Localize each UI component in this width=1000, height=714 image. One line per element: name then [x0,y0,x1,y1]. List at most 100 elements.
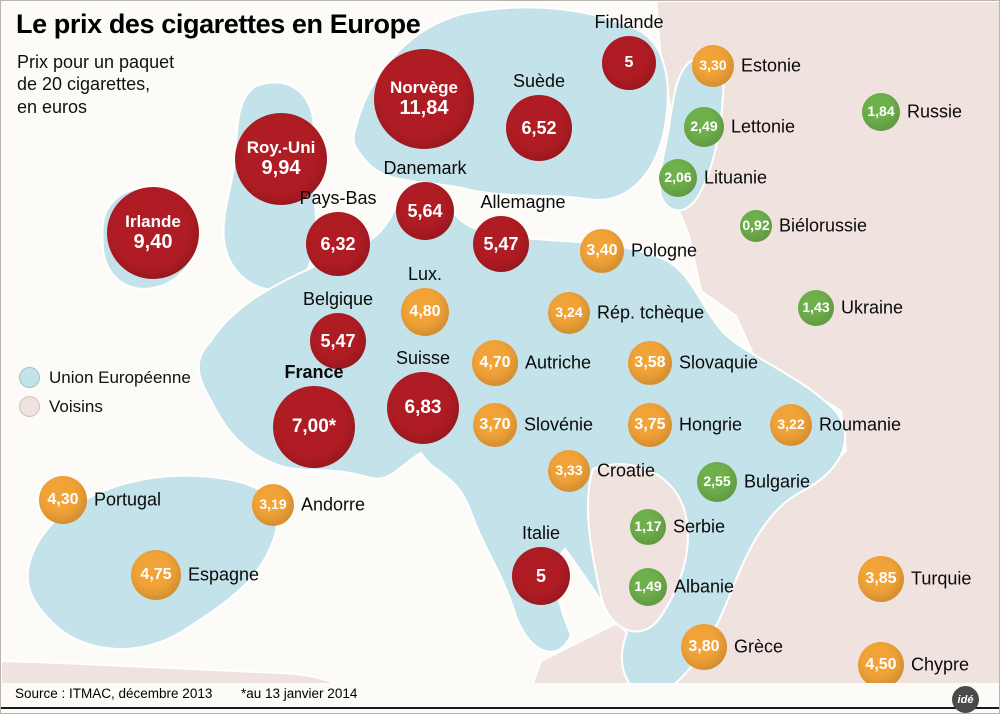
country-label-danemark: Danemark [383,158,467,178]
country-label-espagne: Espagne [188,564,260,585]
ide-logo-text: idé [957,693,974,706]
price-value-belgique: 5,47 [320,330,356,351]
price-value-pays-bas: 6,32 [320,233,356,254]
price-value-turquie: 3,85 [865,570,897,588]
price-bubble-andorre: 3,19 [252,484,294,526]
legend: Union Européenne Voisins [19,367,191,425]
price-bubble-russie: 1,84 [862,93,900,131]
price-value-italie: 5 [535,565,546,586]
price-value-lituanie: 2,06 [664,169,692,186]
footer-source: Source : ITMAC, décembre 2013 [15,686,213,701]
price-value-finlande: 5 [624,54,634,72]
price-value-ukraine: 1,43 [802,299,830,316]
price-bubble-norvege: Norvège 11,84 [374,49,474,149]
price-value-portugal: 4,30 [47,491,79,509]
price-bubble-irlande: Irlande 9,40 [107,187,199,279]
price-value-suisse: 6,83 [404,397,442,419]
country-label-bielorussie: Biélorussie [779,215,868,236]
page-title: Le prix des cigarettes en Europe [16,9,421,39]
price-value-russie: 1,84 [867,103,895,120]
price-value-andorre: 3,19 [259,496,287,513]
country-label-bulgarie: Bulgarie [744,471,811,492]
price-value-chypre: 4,50 [865,656,897,674]
price-value-serbie: 1,17 [634,518,662,535]
price-bubble-ukraine: 1,43 [798,290,834,326]
footer-note: *au 13 janvier 2014 [241,686,358,701]
subtitle-line-1: Prix pour un paquet [17,52,175,72]
country-label-croatie: Croatie [597,460,656,481]
price-bubble-turquie: 3,85 [858,556,904,602]
price-value-suede: 6,52 [521,117,557,138]
country-label-ukraine: Ukraine [841,297,904,318]
price-value-estonie: 3,30 [699,57,727,74]
price-value-grece: 3,80 [688,638,720,656]
price-bubble-pologne: 3,40 [580,229,624,273]
price-bubble-france: 7,00* [273,386,355,468]
ide-logo: idé [952,686,979,713]
price-value-danemark: 5,64 [407,200,443,221]
price-value-bielorussie: 0,92 [742,217,770,234]
price-bubble-roy-uni: Roy.-Uni 9,94 [235,113,327,205]
legend-label-eu: Union Européenne [49,367,191,387]
country-name-roy-uni: Roy.-Uni [246,138,316,158]
country-label-hongrie: Hongrie [679,414,743,435]
price-value-hongrie: 3,75 [634,416,666,434]
price-bubble-italie: 5 [512,547,570,605]
country-label-roumanie: Roumanie [819,414,902,435]
price-bubble-espagne: 4,75 [131,550,181,600]
price-value-autriche: 4,70 [479,354,511,372]
price-bubble-finlande: 5 [602,36,656,90]
country-label-luxembourg: Lux. [407,264,443,284]
country-label-rep-tcheque: Rép. tchèque [597,302,705,323]
country-label-pologne: Pologne [631,240,698,261]
country-label-finlande: Finlande [594,12,664,32]
country-label-andorre: Andorre [301,494,366,515]
legend-row-neighbors: Voisins [19,396,191,417]
country-label-belgique: Belgique [302,289,374,309]
price-bubble-danemark: 5,64 [396,182,454,240]
price-bubble-hongrie: 3,75 [628,403,672,447]
country-label-italie: Italie [521,523,561,543]
price-bubble-croatie: 3,33 [548,450,590,492]
price-bubble-chypre: 4,50 [858,642,904,688]
country-label-pays-bas: Pays-Bas [299,188,377,208]
price-value-roy-uni: 9,94 [261,157,301,180]
country-label-allemagne: Allemagne [480,192,566,212]
price-value-irlande: 9,40 [133,231,173,254]
price-bubble-lettonie: 2,49 [684,107,724,147]
price-value-luxembourg: 4,80 [409,303,441,321]
price-bubble-slovenie: 3,70 [473,403,517,447]
country-label-serbie: Serbie [673,516,726,537]
price-bubble-suisse: 6,83 [387,372,459,444]
price-bubble-grece: 3,80 [681,624,727,670]
price-bubble-albanie: 1,49 [629,568,667,606]
country-label-portugal: Portugal [94,489,162,510]
price-value-norvege: 11,84 [399,97,449,120]
country-label-suede: Suède [512,71,566,91]
price-value-espagne: 4,75 [140,566,172,584]
price-bubble-estonie: 3,30 [692,45,734,87]
country-label-slovaquie: Slovaquie [679,352,759,373]
price-value-bulgarie: 2,55 [703,473,731,490]
price-bubble-pays-bas: 6,32 [306,212,370,276]
price-value-croatie: 3,33 [555,462,583,479]
price-value-france: 7,00* [291,416,337,438]
country-label-estonie: Estonie [741,55,802,76]
price-value-pologne: 3,40 [586,242,618,260]
price-value-rep-tcheque: 3,24 [555,304,583,321]
price-bubble-suede: 6,52 [506,95,572,161]
subtitle-line-2: de 20 cigarettes, [17,74,151,95]
country-label-grece: Grèce [734,636,784,657]
subtitle: Prix pour un paquet de 20 cigarettes, en… [17,51,174,118]
country-label-france: France [284,362,344,382]
legend-row-eu: Union Européenne [19,367,191,388]
price-value-lettonie: 2,49 [690,118,718,135]
price-bubble-luxembourg: 4,80 [401,288,449,336]
country-label-autriche: Autriche [525,352,592,373]
price-bubble-lituanie: 2,06 [659,159,697,197]
price-bubble-autriche: 4,70 [472,340,518,386]
price-value-allemagne: 5,47 [483,233,519,254]
price-bubble-bulgarie: 2,55 [697,462,737,502]
